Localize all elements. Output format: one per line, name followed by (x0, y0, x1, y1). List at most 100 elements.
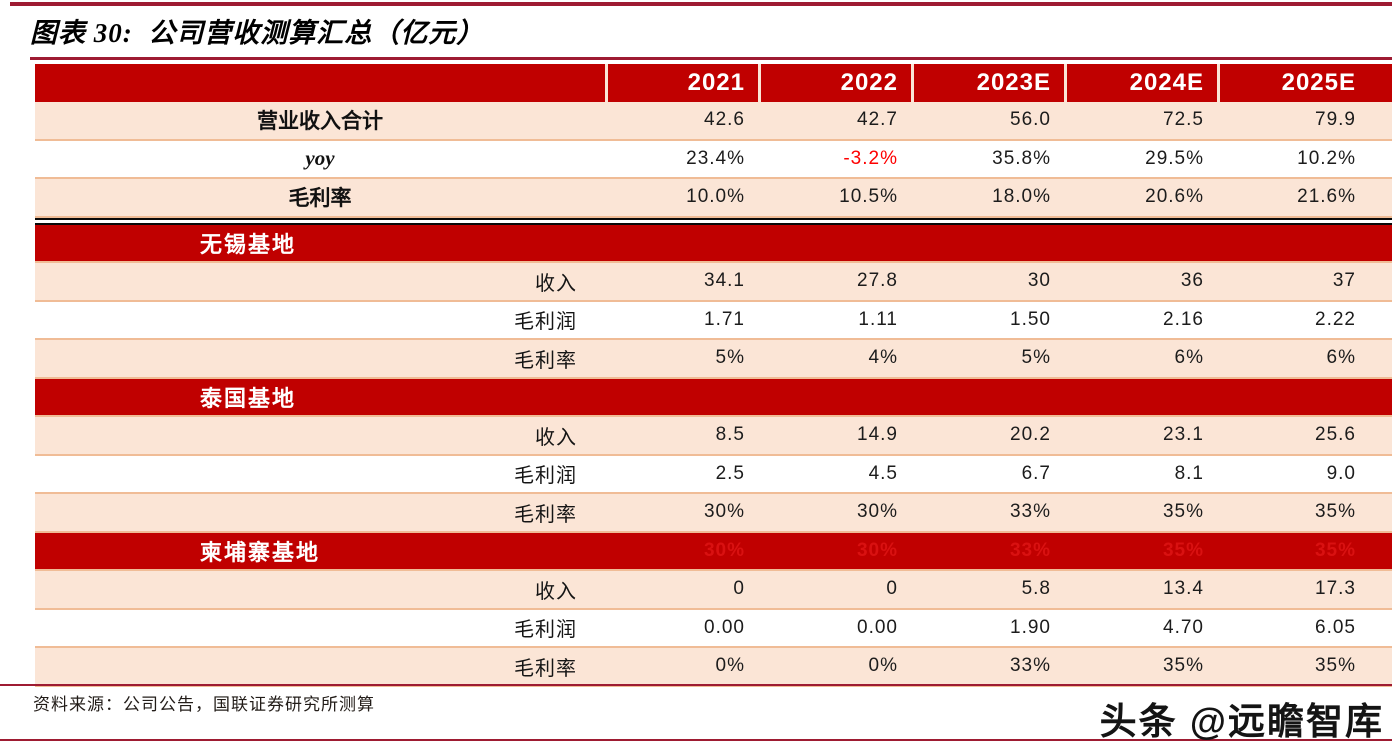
row-label: 毛利润 (514, 311, 577, 334)
row-label: 收入 (535, 272, 577, 295)
cell-value: 30% (856, 501, 898, 523)
cell-value: 8.5 (715, 424, 745, 446)
cell-value: 25.6 (1315, 424, 1356, 446)
watermark-text: 头条 @远瞻智库 (1099, 701, 1384, 742)
cell-value: 14.9 (857, 424, 898, 446)
cell-value: 6% (1326, 347, 1356, 369)
cell-value: 42.6 (704, 109, 745, 131)
section-label: 泰国基地 (200, 385, 297, 411)
cell-value: 0% (868, 655, 898, 677)
cell-value: 0 (733, 578, 745, 600)
header-year-2024e: 2024E (1064, 64, 1217, 102)
table-bottom-rule (0, 684, 1392, 686)
cell-value: 23.4% (686, 147, 745, 169)
cell-value: 29.5% (1145, 147, 1204, 169)
cell-value (1217, 225, 1392, 262)
cell-value (758, 225, 911, 262)
cell-value: 10.2% (1297, 147, 1356, 169)
cell-value: 4% (868, 347, 898, 369)
cell-value: 1.71 (704, 308, 745, 330)
cell-value: 0.00 (704, 616, 745, 638)
top-rule (10, 2, 1392, 6)
row-label: 毛利率 (514, 503, 577, 526)
header-year-2023e: 2023E (911, 64, 1064, 102)
cell-value-hidden-red: 30% (703, 539, 745, 561)
cell-value: 30% (703, 501, 745, 523)
row-cambodia-gross-margin: 毛利率 0% 0% 33% 35% 35% (35, 648, 1392, 687)
cell-value: 13.4 (1163, 578, 1204, 600)
cell-value-negative: -3.2% (843, 147, 898, 169)
table-header-row: 2021 2022 2023E 2024E 2025E (35, 64, 1392, 102)
cell-value (1064, 379, 1217, 416)
row-cambodia-revenue: 收入 0 0 5.8 13.4 17.3 (35, 571, 1392, 610)
cell-value: 35% (1314, 655, 1356, 677)
cell-value: 8.1 (1174, 462, 1204, 484)
cell-value: 20.2 (1010, 424, 1051, 446)
header-year-2021: 2021 (605, 64, 758, 102)
double-black-divider (35, 217, 1392, 225)
row-thailand-gross-profit: 毛利润 2.5 4.5 6.7 8.1 9.0 (35, 455, 1392, 494)
cell-value: 10.0% (686, 186, 745, 208)
footer-rule (0, 739, 1392, 741)
cell-value: 9.0 (1326, 462, 1356, 484)
cell-value: 1.11 (858, 308, 898, 330)
header-empty-cell (35, 64, 605, 102)
cell-value: 2.22 (1315, 308, 1356, 330)
cell-value: 5% (1021, 347, 1051, 369)
cell-value: 17.3 (1315, 578, 1356, 600)
cell-value: 0.00 (857, 616, 898, 638)
cell-value-hidden-red: 35% (1162, 539, 1204, 561)
cell-value: 27.8 (857, 270, 898, 292)
cell-value: 23.1 (1163, 424, 1204, 446)
cell-value: 20.6% (1145, 186, 1204, 208)
cell-value: 72.5 (1163, 109, 1204, 131)
cell-value: 6% (1174, 347, 1204, 369)
section-row-thailand: 泰国基地 (35, 378, 1392, 417)
cell-value: 0 (886, 578, 898, 600)
row-wuxi-revenue: 收入 34.1 27.8 30 36 37 (35, 263, 1392, 302)
cell-value: 6.7 (1021, 462, 1051, 484)
row-label: 收入 (535, 580, 577, 603)
header-year-2022: 2022 (758, 64, 911, 102)
source-note: 资料来源：公司公告，国联证券研究所测算 (33, 695, 375, 714)
row-wuxi-gross-margin: 毛利率 5% 4% 5% 6% 6% (35, 340, 1392, 379)
cell-value-hidden-red: 33% (1009, 539, 1051, 561)
row-label: yoy (305, 146, 335, 171)
cell-value: 4.70 (1163, 616, 1204, 638)
cell-value: 36 (1180, 270, 1204, 292)
cell-value: 1.90 (1010, 616, 1051, 638)
figure-title: 图表 30: 公司营收测算汇总（亿元） (30, 18, 485, 48)
cell-value (1217, 379, 1392, 416)
cell-value: 34.1 (704, 270, 745, 292)
cell-value: 30 (1027, 270, 1051, 292)
header-year-2025e: 2025E (1217, 64, 1392, 102)
cell-value: 5% (715, 347, 745, 369)
row-gross-margin-total: 毛利率 10.0% 10.5% 18.0% 20.6% 21.6% (35, 179, 1392, 218)
row-wuxi-gross-profit: 毛利润 1.71 1.11 1.50 2.16 2.22 (35, 301, 1392, 340)
cell-value: 42.7 (857, 109, 898, 131)
cell-value: 2.5 (715, 462, 745, 484)
row-label: 毛利润 (514, 619, 577, 642)
row-thailand-gross-margin: 毛利率 30% 30% 33% 35% 35% (35, 494, 1392, 533)
row-label: 营业收入合计 (257, 109, 383, 134)
cell-value: 5.8 (1021, 578, 1051, 600)
section-row-wuxi: 无锡基地 (35, 224, 1392, 263)
cell-value (911, 379, 1064, 416)
row-cambodia-gross-profit: 毛利润 0.00 0.00 1.90 4.70 6.05 (35, 609, 1392, 648)
row-label: 收入 (535, 426, 577, 449)
cell-value (911, 225, 1064, 262)
cell-value: 0% (715, 655, 745, 677)
cell-value: 2.16 (1163, 308, 1204, 330)
cell-value: 6.05 (1315, 616, 1356, 638)
cell-value-hidden-red: 35% (1314, 539, 1356, 561)
title-rule (30, 57, 1392, 60)
row-label: 毛利率 (514, 657, 577, 680)
row-yoy: yoy 23.4% -3.2% 35.8% 29.5% 10.2% (35, 140, 1392, 179)
cell-value (758, 379, 911, 416)
row-thailand-revenue: 收入 8.5 14.9 20.2 23.1 25.6 (35, 417, 1392, 456)
cell-value: 35.8% (992, 147, 1051, 169)
section-label: 无锡基地 (200, 231, 297, 257)
cell-value (605, 379, 758, 416)
cell-value: 4.5 (868, 462, 898, 484)
